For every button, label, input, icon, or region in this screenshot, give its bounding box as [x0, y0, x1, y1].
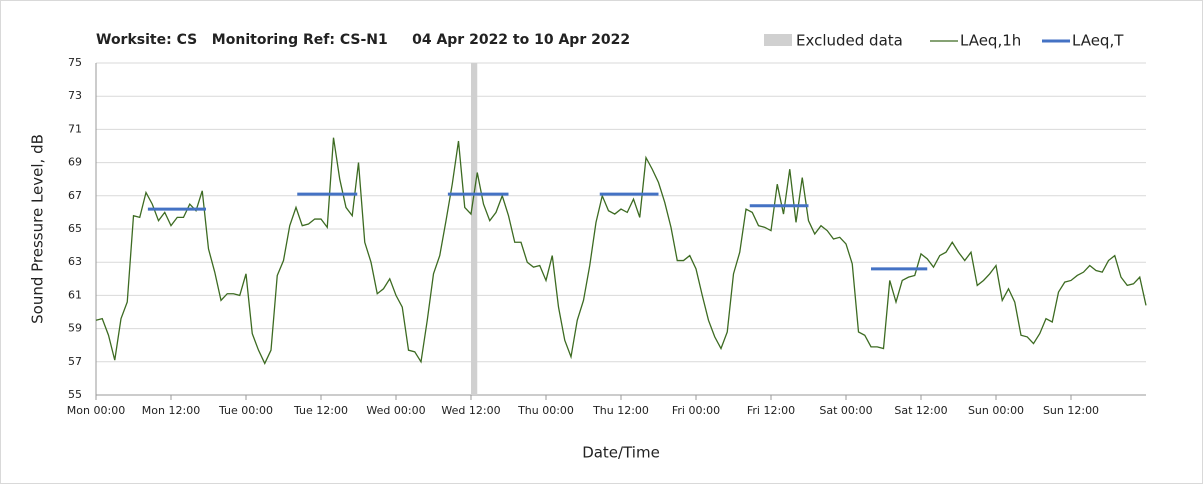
y-tick-label: 55 [68, 388, 82, 401]
y-tick-label: 73 [68, 89, 82, 102]
y-tick-label: 59 [68, 322, 82, 335]
y-tick-label: 65 [68, 222, 82, 235]
x-tick-label: Tue 00:00 [218, 404, 273, 417]
legend-swatch [764, 34, 792, 46]
y-tick-label: 75 [68, 56, 82, 69]
y-tick-label: 57 [68, 355, 82, 368]
x-tick-label: Mon 12:00 [142, 404, 200, 417]
x-tick-label: Wed 00:00 [366, 404, 425, 417]
y-tick-label: 61 [68, 288, 82, 301]
y-tick-label: 67 [68, 189, 82, 202]
legend-label: LAeq,T [1072, 32, 1124, 50]
y-axis-label: Sound Pressure Level, dB [29, 134, 47, 324]
y-tick-label: 71 [68, 122, 82, 135]
x-tick-label: Sun 00:00 [968, 404, 1024, 417]
x-tick-label: Thu 12:00 [592, 404, 649, 417]
y-tick-label: 63 [68, 255, 82, 268]
x-tick-label: Fri 12:00 [747, 404, 795, 417]
chart-title: Worksite: CS Monitoring Ref: CS-N1 04 Ap… [96, 32, 630, 48]
x-tick-label: Sat 12:00 [894, 404, 947, 417]
line-series [95, 137, 1147, 365]
x-tick-label: Wed 12:00 [441, 404, 500, 417]
excluded-band [471, 63, 478, 395]
x-tick-label: Fri 00:00 [672, 404, 720, 417]
x-tick-label: Tue 12:00 [293, 404, 348, 417]
x-tick-label: Thu 00:00 [517, 404, 574, 417]
x-tick-label: Sat 00:00 [819, 404, 872, 417]
x-tick-label: Mon 00:00 [67, 404, 125, 417]
legend-label: Excluded data [796, 32, 903, 50]
y-tick-label: 69 [68, 156, 82, 169]
x-tick-label: Sun 12:00 [1043, 404, 1099, 417]
legend-label: LAeq,1h [960, 32, 1021, 50]
x-axis-label: Date/Time [582, 444, 660, 462]
